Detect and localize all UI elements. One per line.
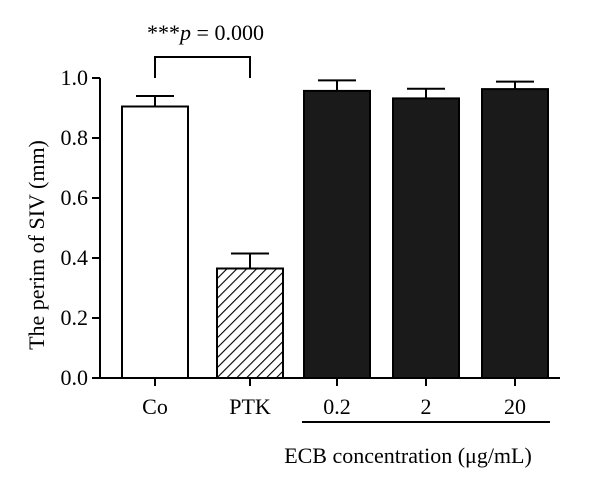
x-tick-label: PTK (229, 394, 271, 419)
bar-2 (392, 97, 460, 380)
y-tick-label: 0.2 (61, 305, 89, 330)
y-tick-label: 0.6 (61, 185, 89, 210)
y-tick-label: 0.8 (61, 125, 89, 150)
x-tick-label: 20 (504, 394, 526, 419)
annotation-p-value: = 0.000 (191, 20, 264, 45)
bar-Co (121, 105, 189, 379)
y-tick-label: 0.0 (61, 365, 89, 390)
bar-0.2 (303, 89, 371, 380)
y-tick-label: 0.4 (61, 245, 89, 270)
y-tick-label: 1.0 (61, 65, 89, 90)
x-tick-label: 2 (421, 394, 432, 419)
annotation-stars: *** (147, 20, 180, 45)
x-tick-label: Co (142, 394, 168, 419)
group-label: ECB concentration (μg/mL) (284, 443, 532, 468)
y-axis-label: The perim of SIV (mm) (24, 140, 49, 350)
bar-20 (481, 88, 549, 379)
bar-PTK (216, 267, 284, 379)
significance-annotation: ***p = 0.000 (147, 20, 264, 78)
significance-bracket (154, 56, 251, 78)
annotation-p-symbol: p (178, 20, 191, 45)
x-tick-label: 0.2 (323, 394, 351, 419)
annotation-text: ***p = 0.000 (147, 20, 264, 45)
